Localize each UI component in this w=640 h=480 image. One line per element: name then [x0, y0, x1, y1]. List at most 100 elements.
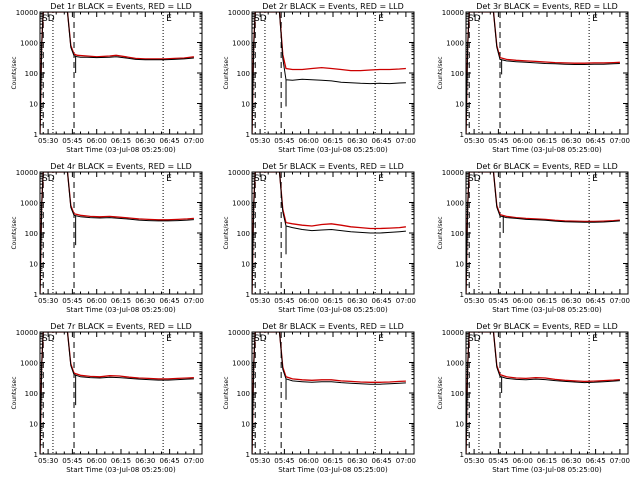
x-tick-label: 06:30 [347, 457, 367, 465]
corner-label: SD [42, 174, 55, 184]
y-tick-label: 1 [246, 451, 250, 459]
x-tick-label: 06:30 [347, 297, 367, 305]
y-tick-label: 10 [455, 101, 464, 109]
y-tick-label: 1 [34, 451, 38, 459]
y-tick-label: 10 [29, 261, 38, 269]
corner-label: SD [254, 14, 267, 24]
x-tick-label: 05:30 [38, 457, 58, 465]
y-tick-label: 10000 [16, 169, 38, 177]
x-axis-label: Start Time (03-Jul-08 05:25:00) [492, 306, 602, 314]
corner-label: SD [254, 174, 267, 184]
x-tick-label: 06:15 [111, 297, 131, 305]
x-tick-label: 05:30 [250, 457, 270, 465]
y-axis-label: Counts/sec [437, 216, 444, 249]
x-tick-label: 05:45 [274, 297, 294, 305]
events-series-line [40, 12, 194, 134]
x-tick-label: 06:15 [111, 457, 131, 465]
x-tick-label: 06:00 [87, 297, 107, 305]
chart-title: Det 3r BLACK = Events, RED = LLD [476, 2, 618, 11]
y-tick-label: 10000 [442, 329, 464, 337]
x-axis-label: Start Time (03-Jul-08 05:25:00) [492, 146, 602, 154]
lld-series-line [466, 12, 620, 134]
detector-panel: Det 2r BLACK = Events, RED = LLD 1 10 100 10… [223, 2, 416, 154]
x-tick-label: 05:45 [62, 137, 82, 145]
corner-label: E [166, 334, 172, 344]
chart-title: Det 4r BLACK = Events, RED = LLD [50, 162, 192, 171]
plot-frame [39, 171, 203, 295]
lld-series-line [252, 332, 406, 454]
x-axis-label: Start Time (03-Jul-08 05:25:00) [278, 466, 388, 474]
x-tick-label: 06:00 [87, 457, 107, 465]
y-axis-label: Counts/sec [437, 56, 444, 89]
y-tick-label: 1000 [446, 40, 464, 48]
x-tick-label: 06:45 [372, 137, 392, 145]
corner-label: SD [468, 14, 481, 24]
x-tick-label: 06:45 [586, 457, 606, 465]
plot-frame [39, 331, 203, 455]
y-tick-label: 10000 [16, 9, 38, 17]
lld-series-line [466, 172, 620, 294]
detector-panel: Det 3r BLACK = Events, RED = LLD 1 10 100 10… [437, 2, 630, 154]
x-tick-label: 05:45 [62, 297, 82, 305]
y-tick-label: 1000 [446, 360, 464, 368]
y-axis-label: Counts/sec [437, 376, 444, 409]
y-axis-label: Counts/sec [223, 56, 230, 89]
y-tick-label: 10000 [228, 9, 250, 17]
y-tick-label: 100 [451, 390, 464, 398]
events-series-line [252, 332, 406, 454]
x-tick-label: 06:45 [372, 457, 392, 465]
x-tick-label: 06:00 [513, 457, 533, 465]
chart-title: Det 2r BLACK = Events, RED = LLD [262, 2, 404, 11]
plot-frame [251, 171, 415, 295]
y-tick-label: 100 [25, 390, 38, 398]
x-tick-label: 06:00 [299, 137, 319, 145]
chart-title: Det 9r BLACK = Events, RED = LLD [476, 322, 618, 331]
x-tick-label: 05:45 [488, 457, 508, 465]
detector-panel: Det 8r BLACK = Events, RED = LLD 1 10 100 10… [223, 322, 416, 474]
x-axis-label: Start Time (03-Jul-08 05:25:00) [492, 466, 602, 474]
y-tick-label: 1 [460, 451, 464, 459]
y-tick-label: 1000 [20, 40, 38, 48]
y-tick-label: 1000 [446, 200, 464, 208]
corner-label: E [166, 14, 172, 24]
x-tick-label: 06:45 [160, 457, 180, 465]
y-tick-label: 100 [25, 230, 38, 238]
corner-label: E [166, 174, 172, 184]
corner-label: SD [468, 174, 481, 184]
x-axis-label: Start Time (03-Jul-08 05:25:00) [66, 466, 176, 474]
plot-frame [251, 331, 415, 455]
corner-label: SD [42, 14, 55, 24]
x-axis-label: Start Time (03-Jul-08 05:25:00) [278, 306, 388, 314]
x-tick-label: 06:30 [561, 457, 581, 465]
x-tick-label: 05:30 [38, 137, 58, 145]
y-tick-label: 1000 [232, 40, 250, 48]
x-axis-label: Start Time (03-Jul-08 05:25:00) [278, 146, 388, 154]
y-tick-label: 100 [25, 70, 38, 78]
y-tick-label: 100 [451, 70, 464, 78]
x-tick-label: 06:00 [299, 457, 319, 465]
lld-series-line [40, 12, 194, 134]
y-tick-label: 1000 [20, 200, 38, 208]
y-tick-label: 1 [34, 131, 38, 139]
x-tick-label: 06:00 [299, 297, 319, 305]
plot-frame [465, 171, 629, 295]
x-tick-label: 06:15 [537, 297, 557, 305]
y-tick-label: 1000 [232, 360, 250, 368]
x-tick-label: 07:00 [396, 297, 416, 305]
events-series-line [252, 172, 406, 294]
x-tick-label: 07:00 [184, 457, 204, 465]
x-tick-label: 06:30 [135, 457, 155, 465]
x-tick-label: 06:15 [323, 457, 343, 465]
lld-series-line [252, 172, 406, 294]
x-tick-label: 06:15 [111, 137, 131, 145]
y-tick-label: 100 [237, 70, 250, 78]
events-series-line [466, 332, 620, 454]
y-axis-label: Counts/sec [11, 216, 18, 249]
x-axis-label: Start Time (03-Jul-08 05:25:00) [66, 146, 176, 154]
x-tick-label: 06:45 [160, 137, 180, 145]
y-tick-label: 1 [460, 291, 464, 299]
y-axis-label: Counts/sec [11, 56, 18, 89]
corner-label: SD [254, 334, 267, 344]
corner-label: E [378, 174, 384, 184]
